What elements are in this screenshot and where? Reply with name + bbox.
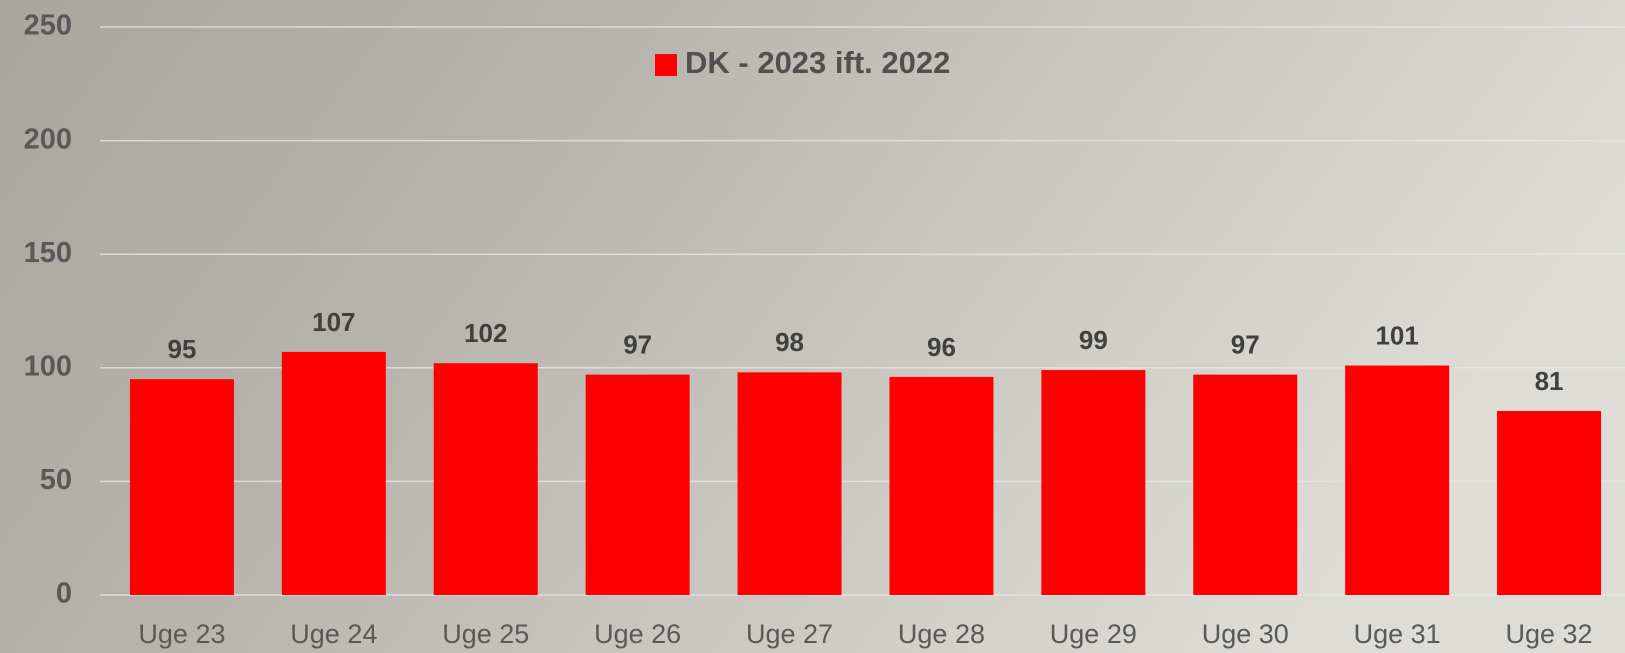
y-tick-label: 150 [24,237,72,269]
data-label: 81 [1535,366,1564,396]
bar [130,379,234,595]
chart: 0 50 100 150 200 250 DK - 2023 ift. 2022 Uge 23… [0,0,1625,653]
y-tick-label: 0 [56,578,72,610]
data-label: 95 [167,334,196,364]
legend-swatch [655,54,677,76]
x-tick-label: Uge 27 [746,619,833,649]
y-tick-label: 200 [24,123,72,155]
bar [586,375,690,595]
bar [738,372,842,595]
bar [1193,375,1297,595]
data-label: 97 [623,329,652,359]
data-label: 98 [775,327,804,357]
data-label: 96 [927,332,956,362]
x-tick-label: Uge 28 [898,619,985,649]
bar [282,352,386,595]
legend-label: DK - 2023 ift. 2022 [685,45,950,80]
x-tick-label: Uge 25 [442,619,529,649]
data-label: 99 [1079,325,1108,355]
y-tick-label: 250 [24,10,72,42]
data-label: 97 [1231,329,1260,359]
data-label: 102 [464,318,507,348]
x-tick-label: Uge 29 [1050,619,1137,649]
bar [1345,366,1449,595]
bar [434,363,538,595]
data-label: 101 [1375,320,1418,350]
x-tick-label: Uge 26 [594,619,681,649]
bar [889,377,993,595]
x-tick-label: Uge 24 [290,619,377,649]
bar [1041,370,1145,595]
x-tick-label: Uge 23 [138,619,225,649]
x-tick-label: Uge 32 [1506,619,1593,649]
y-tick-label: 50 [40,464,72,496]
data-label: 107 [312,307,355,337]
x-tick-label: Uge 31 [1354,619,1441,649]
bar [1497,411,1601,595]
x-tick-label: Uge 30 [1202,619,1289,649]
y-tick-label: 100 [24,350,72,382]
